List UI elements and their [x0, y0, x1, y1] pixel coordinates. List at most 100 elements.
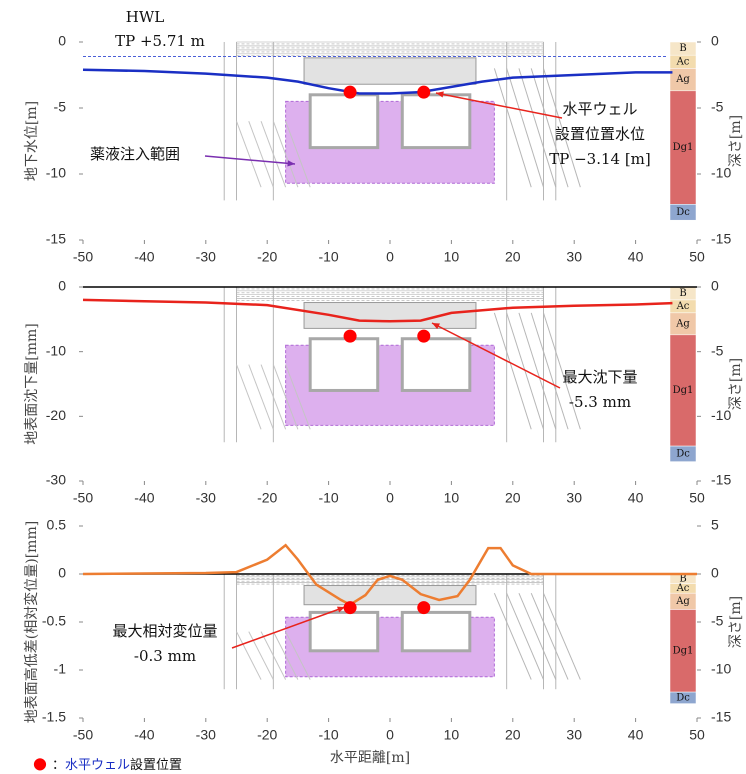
- arrow-head: [432, 323, 440, 330]
- x-tick-label: 20: [505, 490, 521, 506]
- annotation: 最大沈下量: [562, 368, 637, 386]
- x-tick-label: 10: [444, 727, 460, 743]
- y2-tick-label: 0: [711, 33, 719, 49]
- hatch: [493, 593, 532, 680]
- y-tick-label: -30: [46, 472, 66, 488]
- hatch: [272, 631, 299, 680]
- hatch: [260, 631, 287, 680]
- x-tick-label: 0: [386, 727, 394, 743]
- hatch: [543, 68, 581, 188]
- x-tick-label: -30: [196, 727, 216, 743]
- x-tick-label: -20: [257, 727, 277, 743]
- annotation: -0.3 mm: [134, 647, 196, 665]
- hwl-label: TP +5.71 m: [115, 32, 205, 50]
- soil-layer: [669, 445, 697, 462]
- annotation-arrow: [231, 606, 346, 649]
- soil-label: Dc: [676, 448, 690, 459]
- hatch: [285, 364, 311, 430]
- x-tick-label: 30: [566, 727, 582, 743]
- structure-schematic: [223, 286, 581, 443]
- structure-box: [303, 57, 477, 85]
- y2-tick-label: -5: [711, 613, 724, 629]
- annotation: TP −3.14 [m]: [549, 150, 651, 168]
- x-tick-label: -10: [318, 490, 338, 506]
- structure-schematic: [223, 573, 581, 690]
- tunnel-box: [308, 337, 380, 392]
- soil-label: B: [679, 43, 686, 54]
- y2-tick-label: -10: [711, 661, 731, 677]
- hatch: [260, 121, 287, 188]
- x-tick-label: -20: [257, 249, 277, 265]
- y2-tick-label: 0: [711, 565, 719, 581]
- x-tick-label: 0: [386, 490, 394, 506]
- hatch: [272, 364, 299, 430]
- soil-label: Ac: [676, 56, 690, 67]
- x-tick-label: 50: [689, 249, 705, 265]
- well-point: [417, 601, 431, 615]
- legend-text: ：水平ウェル設置位置: [52, 757, 182, 773]
- structure-schematic: [223, 41, 581, 201]
- y2-tick-label: -15: [711, 472, 731, 488]
- x-tick-label: -50: [73, 490, 93, 506]
- arrow-head: [436, 91, 444, 98]
- annotation: 設置位置水位: [555, 125, 645, 143]
- hatch: [493, 312, 532, 430]
- annotation: 最大相対変位量: [112, 622, 217, 640]
- soil-label: Dg1: [673, 385, 694, 396]
- hatch: [530, 593, 569, 680]
- x-axis-label: 水平距離[m]: [330, 749, 410, 766]
- y-tick-label: -0.5: [42, 613, 66, 629]
- hatch: [518, 593, 557, 680]
- x-tick-label: 40: [628, 490, 644, 506]
- soil-label: B: [679, 288, 686, 299]
- hatch: [493, 68, 532, 188]
- annotation-arrow: [435, 92, 563, 119]
- x-tick-label: 30: [566, 490, 582, 506]
- tunnel-box: [400, 93, 472, 150]
- soil-label: Dc: [676, 692, 690, 703]
- y-tick-label: -1.5: [42, 709, 66, 725]
- y2-axis-label: 深さ[m]: [728, 596, 744, 648]
- well-point: [343, 601, 357, 615]
- well-point: [343, 85, 357, 99]
- hatch: [543, 312, 581, 430]
- x-tick-label: -40: [134, 490, 154, 506]
- hatch: [506, 68, 544, 188]
- hwl-title: HWL: [126, 8, 164, 26]
- y-tick-label: -1: [54, 661, 67, 677]
- legend-label: 水平ウェル: [65, 758, 130, 773]
- hatch: [518, 312, 557, 430]
- y2-tick-label: -15: [711, 709, 731, 725]
- data-line: [82, 543, 697, 607]
- x-tick-label: -50: [73, 249, 93, 265]
- arrow-head: [287, 160, 295, 167]
- x-tick-label: 30: [566, 249, 582, 265]
- y2-axis-label: 深さ[m]: [728, 358, 744, 410]
- soil-label: Ac: [676, 301, 690, 312]
- x-tick-label: 10: [444, 490, 460, 506]
- hatch: [272, 121, 299, 188]
- y-tick-label: -20: [46, 407, 66, 423]
- y2-tick-label: -10: [711, 407, 731, 423]
- soil-label: Dg1: [673, 645, 694, 656]
- y2-axis-label: 深さ[m]: [728, 115, 744, 167]
- y-axis-label: 地表面沈下量[mm]: [24, 323, 40, 444]
- x-tick-label: 10: [444, 249, 460, 265]
- well-point: [417, 329, 431, 343]
- x-tick-label: -20: [257, 490, 277, 506]
- x-tick-label: -30: [196, 249, 216, 265]
- y-tick-label: 0: [58, 565, 66, 581]
- soil-layer: [669, 90, 697, 205]
- hatch: [285, 121, 311, 188]
- soil-layer: [669, 609, 697, 693]
- soil-label: Ac: [676, 583, 690, 594]
- x-tick-label: -10: [318, 727, 338, 743]
- tunnel-box: [400, 337, 472, 392]
- y-axis-label: 地下水位[m]: [24, 101, 40, 181]
- y2-tick-label: -5: [711, 99, 724, 115]
- x-tick-label: 50: [689, 727, 705, 743]
- y2-tick-label: -5: [711, 342, 724, 358]
- x-tick-label: 40: [628, 249, 644, 265]
- hatch: [260, 364, 287, 430]
